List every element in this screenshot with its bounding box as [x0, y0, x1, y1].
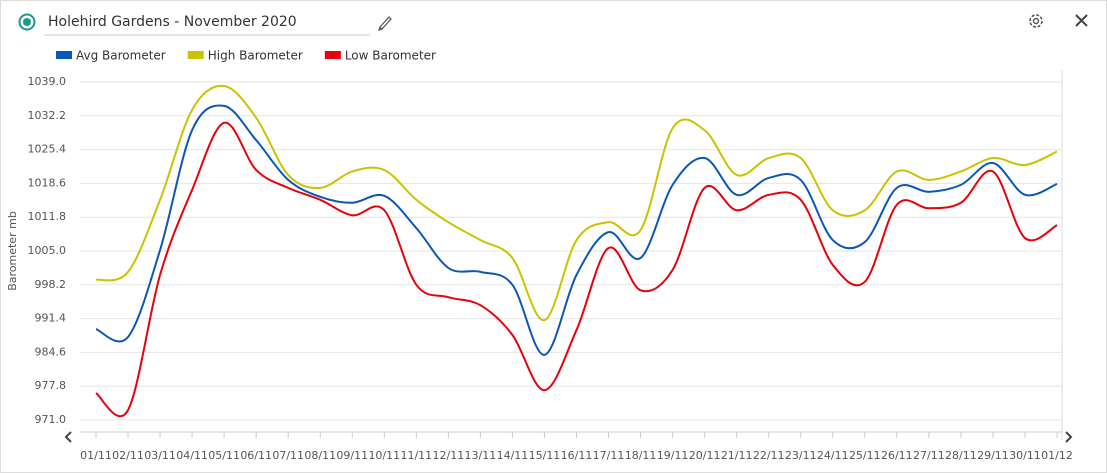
x-tick-label: 15/11 [529, 449, 561, 462]
x-tick-label: 17/11 [593, 449, 625, 462]
x-tick-label: 16/11 [561, 449, 593, 462]
chart-title: Holehird Gardens - November 2020 [48, 14, 297, 30]
x-tick-label: 01/12 [1041, 449, 1073, 462]
y-tick-label: 1011.8 [28, 210, 67, 223]
x-tick-label: 30/11 [1009, 449, 1041, 462]
y-tick-label: 991.4 [35, 312, 67, 325]
y-tick-label: 1025.4 [28, 143, 67, 156]
settings-icon[interactable] [1029, 14, 1043, 28]
x-tick-label: 19/11 [657, 449, 689, 462]
y-tick-label: 971.0 [35, 413, 67, 426]
series-line [95, 121, 1058, 418]
legend-swatch [56, 51, 72, 59]
x-tick-label: 29/11 [977, 449, 1009, 462]
x-tick-label: 28/11 [945, 449, 977, 462]
edit-icon[interactable] [378, 16, 392, 31]
legend-label: Low Barometer [345, 49, 436, 63]
y-tick-label: 1018.6 [28, 176, 67, 189]
y-tick-label: 1039.0 [28, 75, 67, 88]
x-tick-label: 02/11 [112, 449, 144, 462]
x-tick-label: 11/11 [400, 449, 432, 462]
x-tick-label: 06/11 [240, 449, 272, 462]
x-tick-label: 24/11 [817, 449, 849, 462]
x-tick-label: 01/11 [80, 449, 112, 462]
scroll-left[interactable] [64, 431, 72, 443]
x-tick-label: 27/11 [913, 449, 945, 462]
y-axis-label: Barometer mb [6, 211, 19, 291]
x-tick-label: 23/11 [785, 449, 817, 462]
x-tick-label: 20/11 [689, 449, 721, 462]
y-tick-label: 1032.2 [28, 109, 67, 122]
x-tick-label: 18/11 [625, 449, 657, 462]
x-tick-label: 22/11 [753, 449, 785, 462]
x-tick-label: 26/11 [881, 449, 913, 462]
series-line [95, 84, 1058, 322]
x-tick-label: 05/11 [208, 449, 240, 462]
x-tick-label: 07/11 [272, 449, 304, 462]
x-tick-label: 21/11 [721, 449, 753, 462]
series-line [95, 104, 1058, 356]
y-tick-label: 977.8 [35, 379, 67, 392]
scroll-right[interactable] [1065, 431, 1073, 443]
x-tick-label: 09/11 [336, 449, 368, 462]
x-tick-label: 12/11 [433, 449, 465, 462]
x-tick-label: 04/11 [176, 449, 208, 462]
x-tick-label: 14/11 [497, 449, 529, 462]
legend-swatch [187, 51, 204, 59]
legend-label: Avg Barometer [76, 49, 166, 63]
status-icon [18, 13, 36, 31]
close-icon[interactable] [1075, 14, 1088, 27]
x-tick-label: 25/11 [849, 449, 881, 462]
legend-swatch [324, 51, 341, 59]
y-tick-label: 984.6 [35, 345, 67, 358]
x-tick-label: 10/11 [368, 449, 400, 462]
x-tick-label: 03/11 [144, 449, 176, 462]
x-tick-label: 13/11 [465, 449, 497, 462]
y-tick-label: 998.2 [35, 278, 67, 291]
legend-label: High Barometer [208, 49, 303, 63]
y-tick-label: 1005.0 [28, 244, 67, 257]
status-dot [23, 18, 31, 26]
x-tick-label: 08/11 [304, 449, 336, 462]
